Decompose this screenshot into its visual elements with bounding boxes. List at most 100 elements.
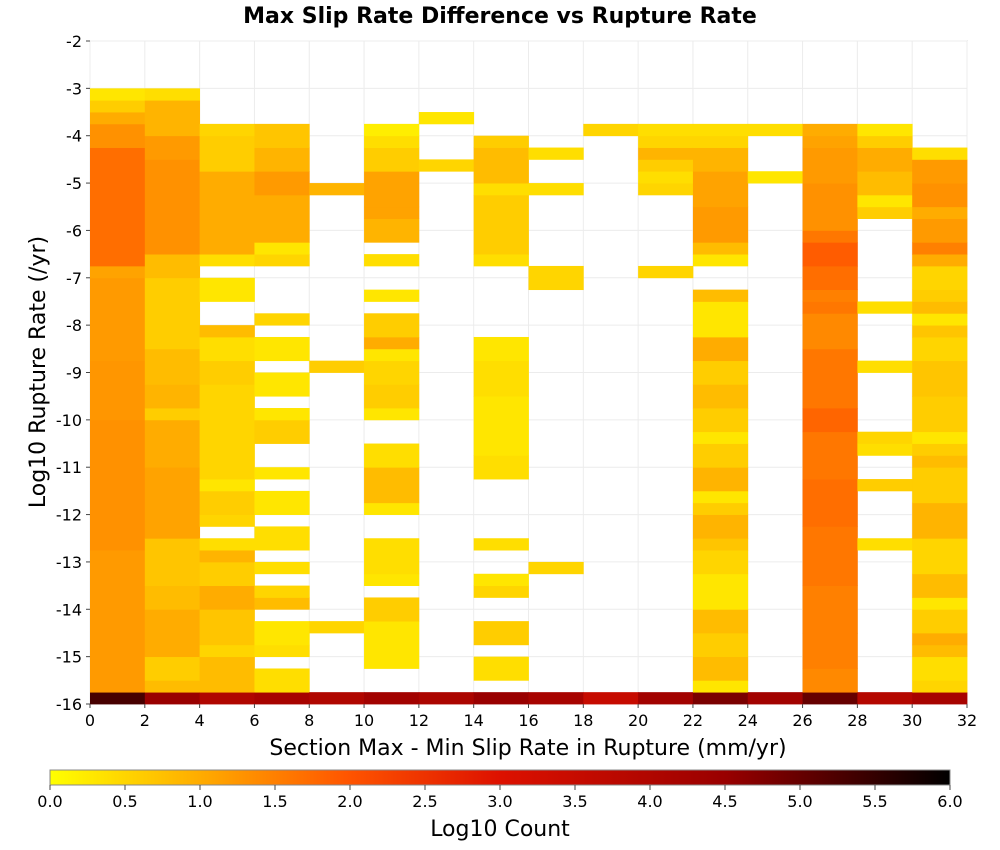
heatmap-cell (528, 183, 584, 196)
heatmap-cell (692, 692, 749, 705)
heatmap-cell (857, 147, 913, 172)
heatmap-cell (364, 384, 420, 409)
heatmap-cell (638, 147, 694, 160)
heatmap-cell (692, 384, 749, 409)
heatmap-cell (692, 360, 749, 385)
heatmap-cell (144, 408, 201, 421)
heatmap-cell (90, 360, 146, 421)
heatmap-cell (912, 254, 968, 267)
x-axis-ticks: 0 2 4 6 8 10 12 14 16 18 20 22 24 26 28 30 32 (85, 704, 977, 730)
heatmap-cell (199, 490, 255, 515)
heatmap-cell (638, 135, 694, 148)
heatmap-cell (254, 147, 310, 172)
heatmap-cell (199, 585, 255, 610)
heatmap-cell (199, 561, 255, 587)
y-tick-label: -12 (56, 506, 82, 525)
heatmap-cell (912, 467, 968, 504)
heatmap-cell (747, 171, 803, 184)
colorbar-tick-label: 1.0 (187, 792, 212, 811)
heatmap-cell (912, 336, 968, 362)
heatmap-cell (692, 242, 749, 255)
heatmap-cell (528, 692, 584, 705)
heatmap-cell (912, 632, 968, 646)
heatmap-cell (747, 123, 803, 137)
heatmap-cell (473, 360, 529, 397)
heatmap-cell (144, 254, 201, 279)
heatmap-cell (692, 609, 749, 634)
heatmap-cell (90, 692, 146, 705)
heatmap-cell (309, 621, 365, 634)
heatmap-cell (473, 183, 529, 196)
x-tick-label: 20 (628, 711, 648, 730)
heatmap-cell (692, 408, 749, 433)
heatmap-cell (692, 254, 749, 267)
x-tick-label: 10 (354, 711, 374, 730)
heatmap-cell (802, 147, 858, 184)
heatmap-cell (912, 597, 968, 610)
heatmap-cell (90, 550, 146, 598)
heatmap-cell (199, 609, 255, 646)
heatmap-cell (802, 183, 858, 231)
y-tick-label: -6 (66, 221, 82, 240)
heatmap-cell (473, 573, 529, 587)
heatmap-cell (254, 621, 310, 646)
heatmap-cell (473, 455, 529, 480)
heatmap-cell (692, 431, 749, 444)
heatmap-cell (254, 467, 310, 480)
heatmap-cell (364, 621, 420, 669)
heatmap-cell (90, 88, 146, 101)
heatmap-cell (364, 538, 420, 575)
heatmap-cell (199, 277, 255, 302)
heatmap-cell (364, 360, 420, 385)
heatmap-cell (473, 396, 529, 456)
y-tick-label: -2 (66, 32, 82, 51)
heatmap-cell (90, 112, 146, 125)
heatmap-cell (857, 194, 913, 208)
colorbar-tick-label: 6.0 (937, 792, 962, 811)
heatmap-cell (254, 561, 310, 575)
heatmap-cell (912, 692, 968, 705)
heatmap-cell (364, 692, 420, 705)
heatmap-cell (912, 242, 968, 255)
heatmap-cell (583, 123, 639, 137)
heatmap-cell (912, 218, 968, 243)
y-tick-label: -7 (66, 269, 82, 288)
heatmap-cell (364, 336, 420, 350)
heatmap-cell (692, 171, 749, 208)
heatmap-cell (912, 159, 968, 184)
heatmap-cell (802, 289, 858, 302)
heatmap-cell (912, 455, 968, 468)
heatmap-cell (912, 443, 968, 456)
heatmap-cell (199, 135, 255, 172)
heatmap-cell (199, 514, 255, 527)
heatmap-cell (802, 301, 858, 314)
heatmap-cell (692, 632, 749, 658)
y-tick-label: -8 (66, 316, 82, 335)
heatmap-cell (144, 135, 201, 160)
y-axis-label: Log10 Rupture Rate (/yr) (26, 236, 51, 508)
heatmap-cell (199, 123, 255, 137)
heatmap-cell (692, 467, 749, 492)
x-tick-label: 16 (518, 711, 538, 730)
heatmap-cell (199, 336, 255, 362)
heatmap-cell (802, 632, 858, 669)
heatmap-cell (692, 135, 749, 148)
heatmap-cell (912, 206, 968, 219)
heatmap-cell (309, 360, 365, 373)
heatmap-cell (364, 467, 420, 504)
heatmap-cell (692, 301, 749, 338)
heatmap-cell (364, 171, 420, 208)
heatmap-cell (144, 384, 201, 409)
heatmap-cell (144, 467, 201, 539)
heatmap-cell (912, 360, 968, 397)
heatmap-cell (254, 585, 310, 598)
heatmap-cell (254, 254, 310, 267)
x-tick-label: 14 (464, 711, 484, 730)
heatmap-cell (747, 692, 803, 705)
heatmap-cell (254, 644, 310, 658)
heatmap-cell (364, 573, 420, 587)
y-tick-label: -3 (66, 79, 82, 98)
heatmap-cell (199, 644, 255, 658)
heatmap-cell (418, 112, 475, 125)
heatmap-cell (254, 490, 310, 515)
